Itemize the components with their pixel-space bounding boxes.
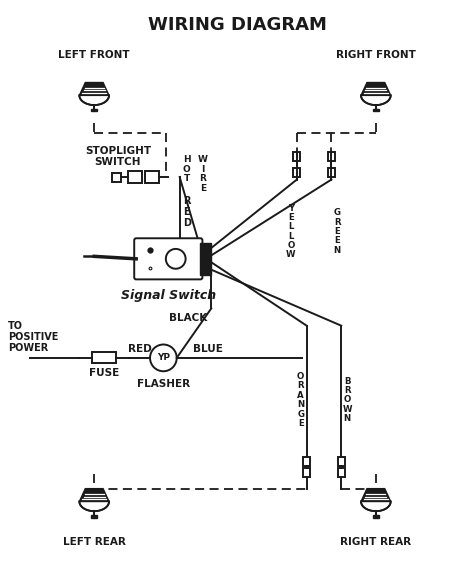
Bar — [112, 173, 121, 182]
Text: G
R
E
E
N: G R E E N — [334, 209, 341, 255]
Text: FLASHER: FLASHER — [137, 379, 190, 389]
Text: TO
POSITIVE
POWER: TO POSITIVE POWER — [8, 321, 58, 353]
Bar — [128, 171, 142, 183]
FancyBboxPatch shape — [134, 239, 202, 280]
Bar — [328, 152, 335, 161]
Text: LEFT FRONT: LEFT FRONT — [58, 50, 130, 60]
Bar — [328, 168, 335, 177]
Text: R
E
D: R E D — [183, 196, 191, 227]
Text: Signal Switch: Signal Switch — [121, 288, 217, 302]
Text: BLACK: BLACK — [169, 313, 207, 323]
Text: STOPLIGHT
SWITCH: STOPLIGHT SWITCH — [85, 145, 151, 167]
Text: H
O
T: H O T — [182, 155, 191, 183]
Polygon shape — [79, 83, 109, 96]
Polygon shape — [79, 96, 109, 105]
Bar — [303, 457, 310, 466]
Bar — [338, 457, 345, 466]
Text: BLUE: BLUE — [193, 345, 223, 355]
Polygon shape — [361, 83, 391, 96]
Bar — [91, 515, 97, 517]
Text: RIGHT FRONT: RIGHT FRONT — [336, 50, 416, 60]
Bar — [373, 109, 379, 111]
Polygon shape — [361, 96, 391, 105]
Polygon shape — [79, 502, 109, 511]
Bar — [92, 352, 117, 363]
Bar — [293, 152, 300, 161]
Text: O
R
A
N
G
E: O R A N G E — [297, 372, 304, 428]
Text: WIRING DIAGRAM: WIRING DIAGRAM — [147, 16, 327, 34]
Bar — [338, 468, 345, 477]
Text: FUSE: FUSE — [89, 368, 119, 378]
Polygon shape — [79, 489, 109, 502]
Text: YP: YP — [157, 353, 170, 362]
Text: LEFT REAR: LEFT REAR — [63, 537, 126, 547]
Bar — [145, 171, 159, 183]
Bar — [293, 168, 300, 177]
Text: RIGHT REAR: RIGHT REAR — [340, 537, 411, 547]
Text: RED: RED — [128, 345, 151, 355]
Polygon shape — [361, 489, 391, 502]
Text: B
R
O
W
N: B R O W N — [342, 377, 352, 423]
Bar — [201, 243, 211, 275]
Text: Y
E
L
L
O
W: Y E L L O W — [286, 204, 296, 260]
Polygon shape — [361, 502, 391, 511]
Bar — [91, 109, 97, 111]
Text: W
I
R
E: W I R E — [198, 155, 208, 193]
Bar — [373, 515, 379, 517]
Bar — [303, 468, 310, 477]
